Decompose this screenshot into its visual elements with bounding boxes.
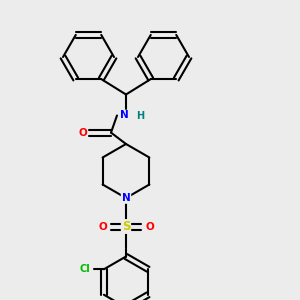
Text: H: H — [136, 111, 145, 122]
Text: S: S — [122, 220, 130, 233]
Text: N: N — [120, 110, 129, 121]
Text: O: O — [145, 221, 154, 232]
Text: O: O — [78, 128, 87, 138]
Text: N: N — [122, 193, 130, 203]
Text: Cl: Cl — [79, 264, 90, 274]
Text: O: O — [98, 221, 107, 232]
